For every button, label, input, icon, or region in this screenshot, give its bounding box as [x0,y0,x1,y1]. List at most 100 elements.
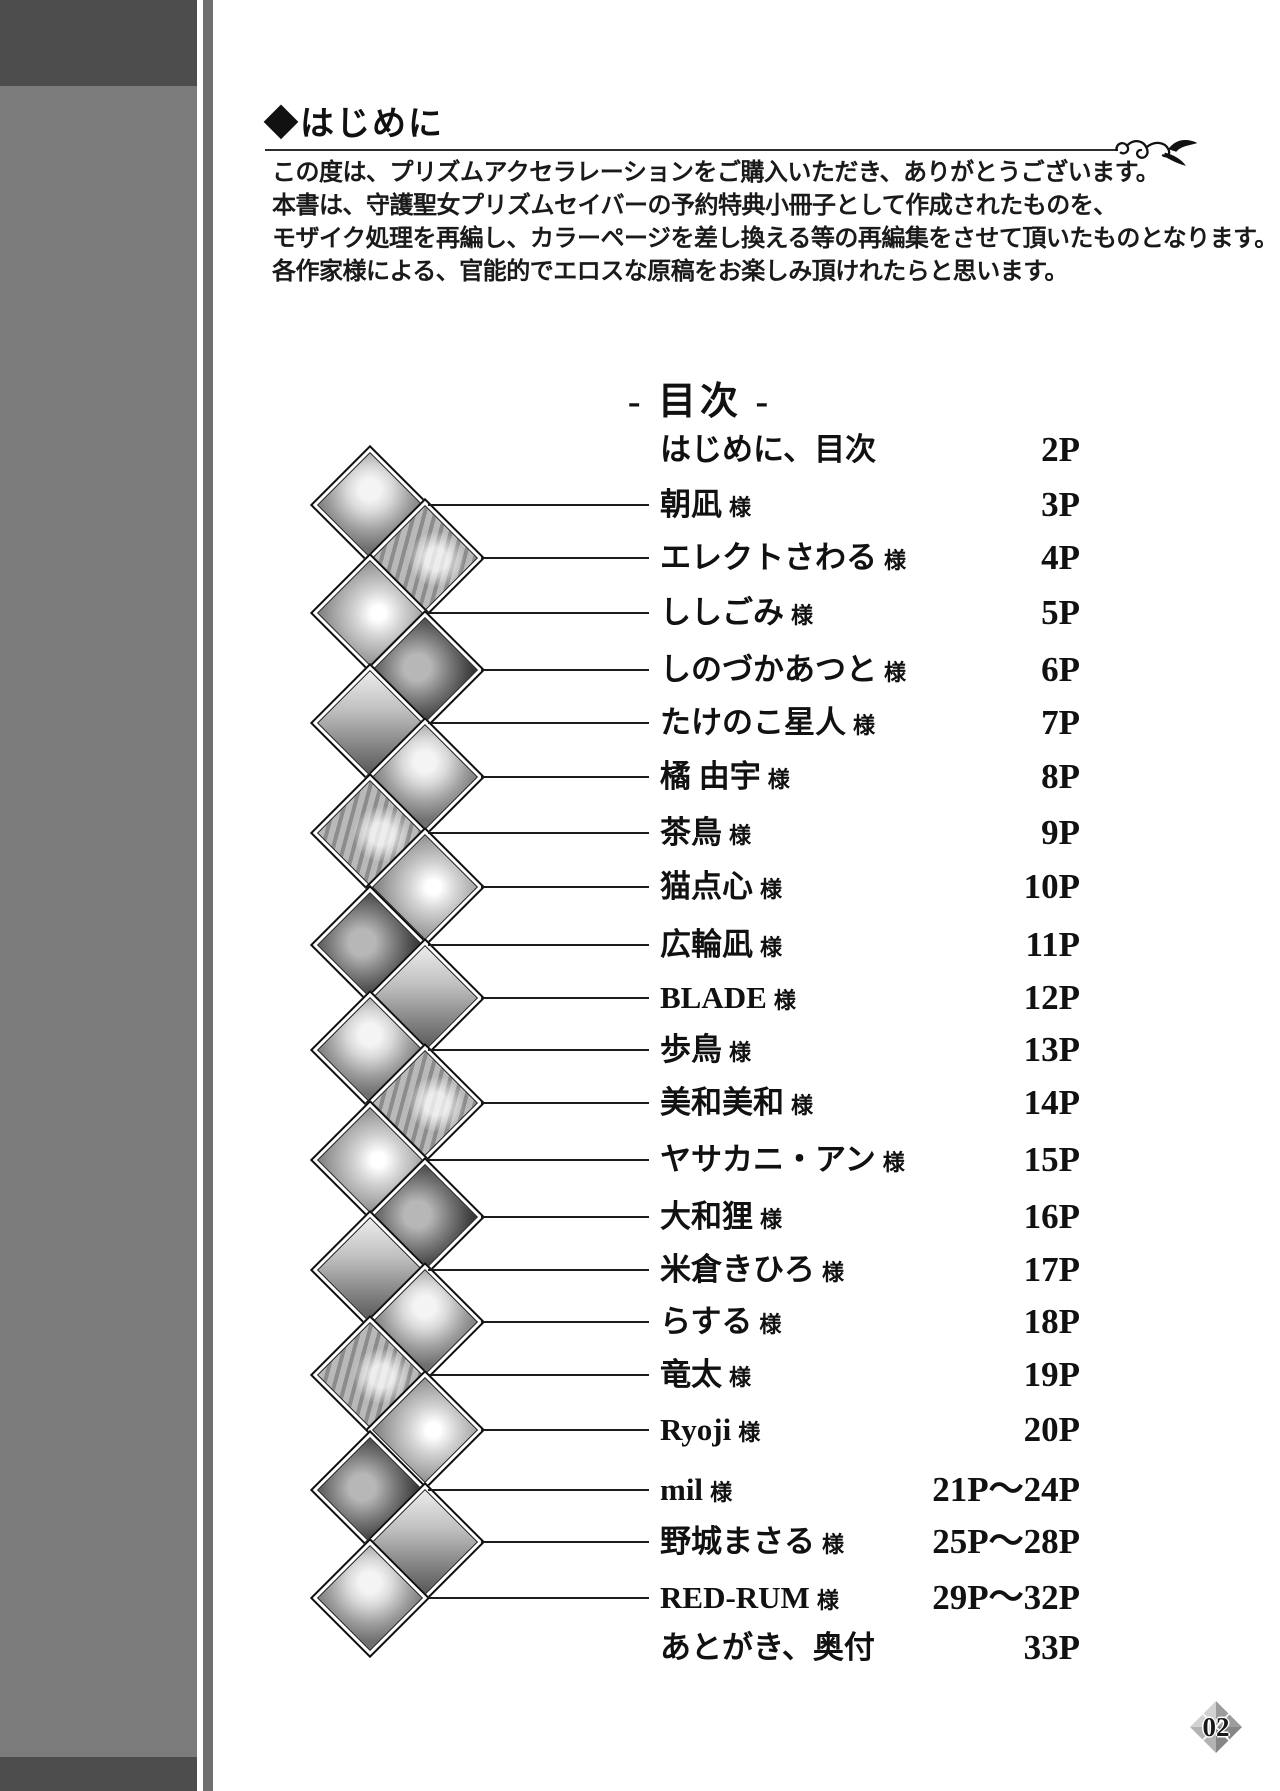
toc-entry-row: あとがき、奥付 33P [0,1617,1280,1679]
artist-name: エレクトさわる [660,540,877,575]
toc-entry-row: しのづかあつと様 6P [0,639,1280,701]
entry-name-group: mil 様 [660,1459,732,1521]
toc-entry-row: 朝凪様 3P [0,474,1280,536]
entry-page-number: 16P [1023,1197,1080,1236]
intro-paragraph-line: 各作家様による、官能的でエロスな原稿をお楽しみ頂けれたらと思います。 [272,258,1068,285]
artist-name: Ryoji [660,1412,732,1447]
honorific-label: 様 [773,988,796,1013]
connector-line [428,944,649,946]
toc-entry-row: 橘 由宇様 8P [0,746,1280,808]
connector-line [481,776,649,778]
honorific-label: 様 [884,660,907,685]
connector-line [481,886,649,888]
intro-paragraph-line: この度は、プリズムアクセラレーションをご購入いただき、ありがとうございます。 [272,159,1160,186]
entry-page-number: 10P [1023,867,1080,906]
toc-entry-row: 歩鳥様 13P [0,1019,1280,1081]
toc-entry-row: 野城まさる様 25P〜28P [0,1511,1280,1573]
toc-entry-row: RED-RUM 様 29P〜32P [0,1567,1280,1629]
honorific-label: 様 [791,603,814,628]
entry-page-number: 29P〜32P [932,1578,1080,1617]
entry-name-group: BLADE 様 [660,967,796,1029]
heading-rule [265,149,1118,151]
entry-page-number: 33P [1023,1628,1080,1667]
entry-page-number: 21P〜24P [932,1470,1080,1509]
left-binding-band [0,0,197,1791]
entry-name-group: あとがき、奥付 [660,1617,875,1679]
entry-page-number: 6P [1041,650,1080,689]
toc-entry-row: 広輪凪様 11P [0,914,1280,976]
honorific-label: 様 [791,1093,814,1118]
entry-page-number: 9P [1041,813,1080,852]
connector-line [481,1102,649,1104]
honorific-label: 様 [884,548,907,573]
entry-page-number: 3P [1041,485,1080,524]
toc-entry-row: たけのこ星人様 7P [0,692,1280,754]
artist-name: 竜太 [660,1357,722,1392]
intro-paragraph: この度は、プリズムアクセラレーションをご購入いただき、ありがとうございます。 本書… [272,156,1278,288]
connector-line [428,722,649,724]
honorific-label: 様 [760,1207,783,1232]
artist-name: 野城まさる [660,1524,815,1559]
entry-page-number: 4P [1041,538,1080,577]
connector-line [481,997,649,999]
honorific-label: 様 [882,1150,905,1175]
entry-name-group: エレクトさわる様 [660,527,906,589]
entry-name-group: 野城まさる様 [660,1511,844,1573]
artist-name: らする [660,1304,753,1339]
artist-name: しのづかあつと [660,652,877,687]
page-number-badge: 02 [1190,1701,1242,1753]
entry-page-number: 14P [1023,1083,1080,1122]
artist-name: 朝凪 [660,487,722,522]
connector-line [481,1216,649,1218]
entry-page-number: 15P [1023,1140,1080,1179]
toc-entry-row: ヤサカニ・アン様 15P [0,1129,1280,1191]
entry-name-group: RED-RUM 様 [660,1567,839,1629]
artist-name: 茶鳥 [660,815,722,850]
intro-heading: ◆はじめに [264,105,444,143]
honorific-label: 様 [853,713,876,738]
binding-shadow-top [0,0,197,86]
toc-entry-row: はじめに、目次 2P [0,419,1280,481]
artist-name: 美和美和 [660,1085,784,1120]
honorific-label: 様 [822,1260,845,1285]
toc-entry-row: ししごみ様 5P [0,582,1280,644]
entry-name-group: 朝凪様 [660,474,751,536]
entry-name-group: Ryoji 様 [660,1399,760,1461]
entry-name-group: 茶鳥様 [660,802,751,864]
entry-page-number: 13P [1023,1030,1080,1069]
artist-name: 広輪凪 [660,927,753,962]
entry-name-group: たけのこ星人様 [660,692,875,754]
toc-entry-row: 猫点心様 10P [0,856,1280,918]
toc-entry-row: BLADE 様 12P [0,967,1280,1029]
artist-name: 米倉きひろ [660,1252,815,1287]
connector-line [481,557,649,559]
entry-name-group: しのづかあつと様 [660,639,906,701]
entry-page-number: 19P [1023,1355,1080,1394]
entry-page-number: 8P [1041,757,1080,796]
entry-name-group: ヤサカニ・アン様 [660,1129,905,1191]
artist-name: ヤサカニ・アン [660,1142,876,1177]
honorific-label: 様 [760,935,783,960]
entry-page-number: 20P [1023,1410,1080,1449]
connector-line [481,1429,649,1431]
honorific-label: 様 [759,1312,782,1337]
entry-page-number: 2P [1041,430,1080,469]
connector-line [481,669,649,671]
binding-shadow-bottom [0,1757,197,1791]
toc-entry-row: Ryoji 様 20P [0,1399,1280,1461]
toc-entry-row: 美和美和様 14P [0,1072,1280,1134]
honorific-label: 様 [822,1532,845,1557]
toc-title: - 目次 - [627,381,773,423]
toc-entry-row: エレクトさわる様 4P [0,527,1280,589]
entry-name-group: ししごみ様 [660,582,813,644]
connector-line [428,1374,649,1376]
entry-name-group: 広輪凪様 [660,914,782,976]
left-binding-stripe [203,0,213,1791]
connector-line [428,504,649,506]
page-number-text: 02 [1202,1711,1230,1742]
entry-name-group: 歩鳥様 [660,1019,751,1081]
connector-line [481,1321,649,1323]
artist-name: ししごみ [660,595,784,630]
connector-line [428,1159,649,1161]
